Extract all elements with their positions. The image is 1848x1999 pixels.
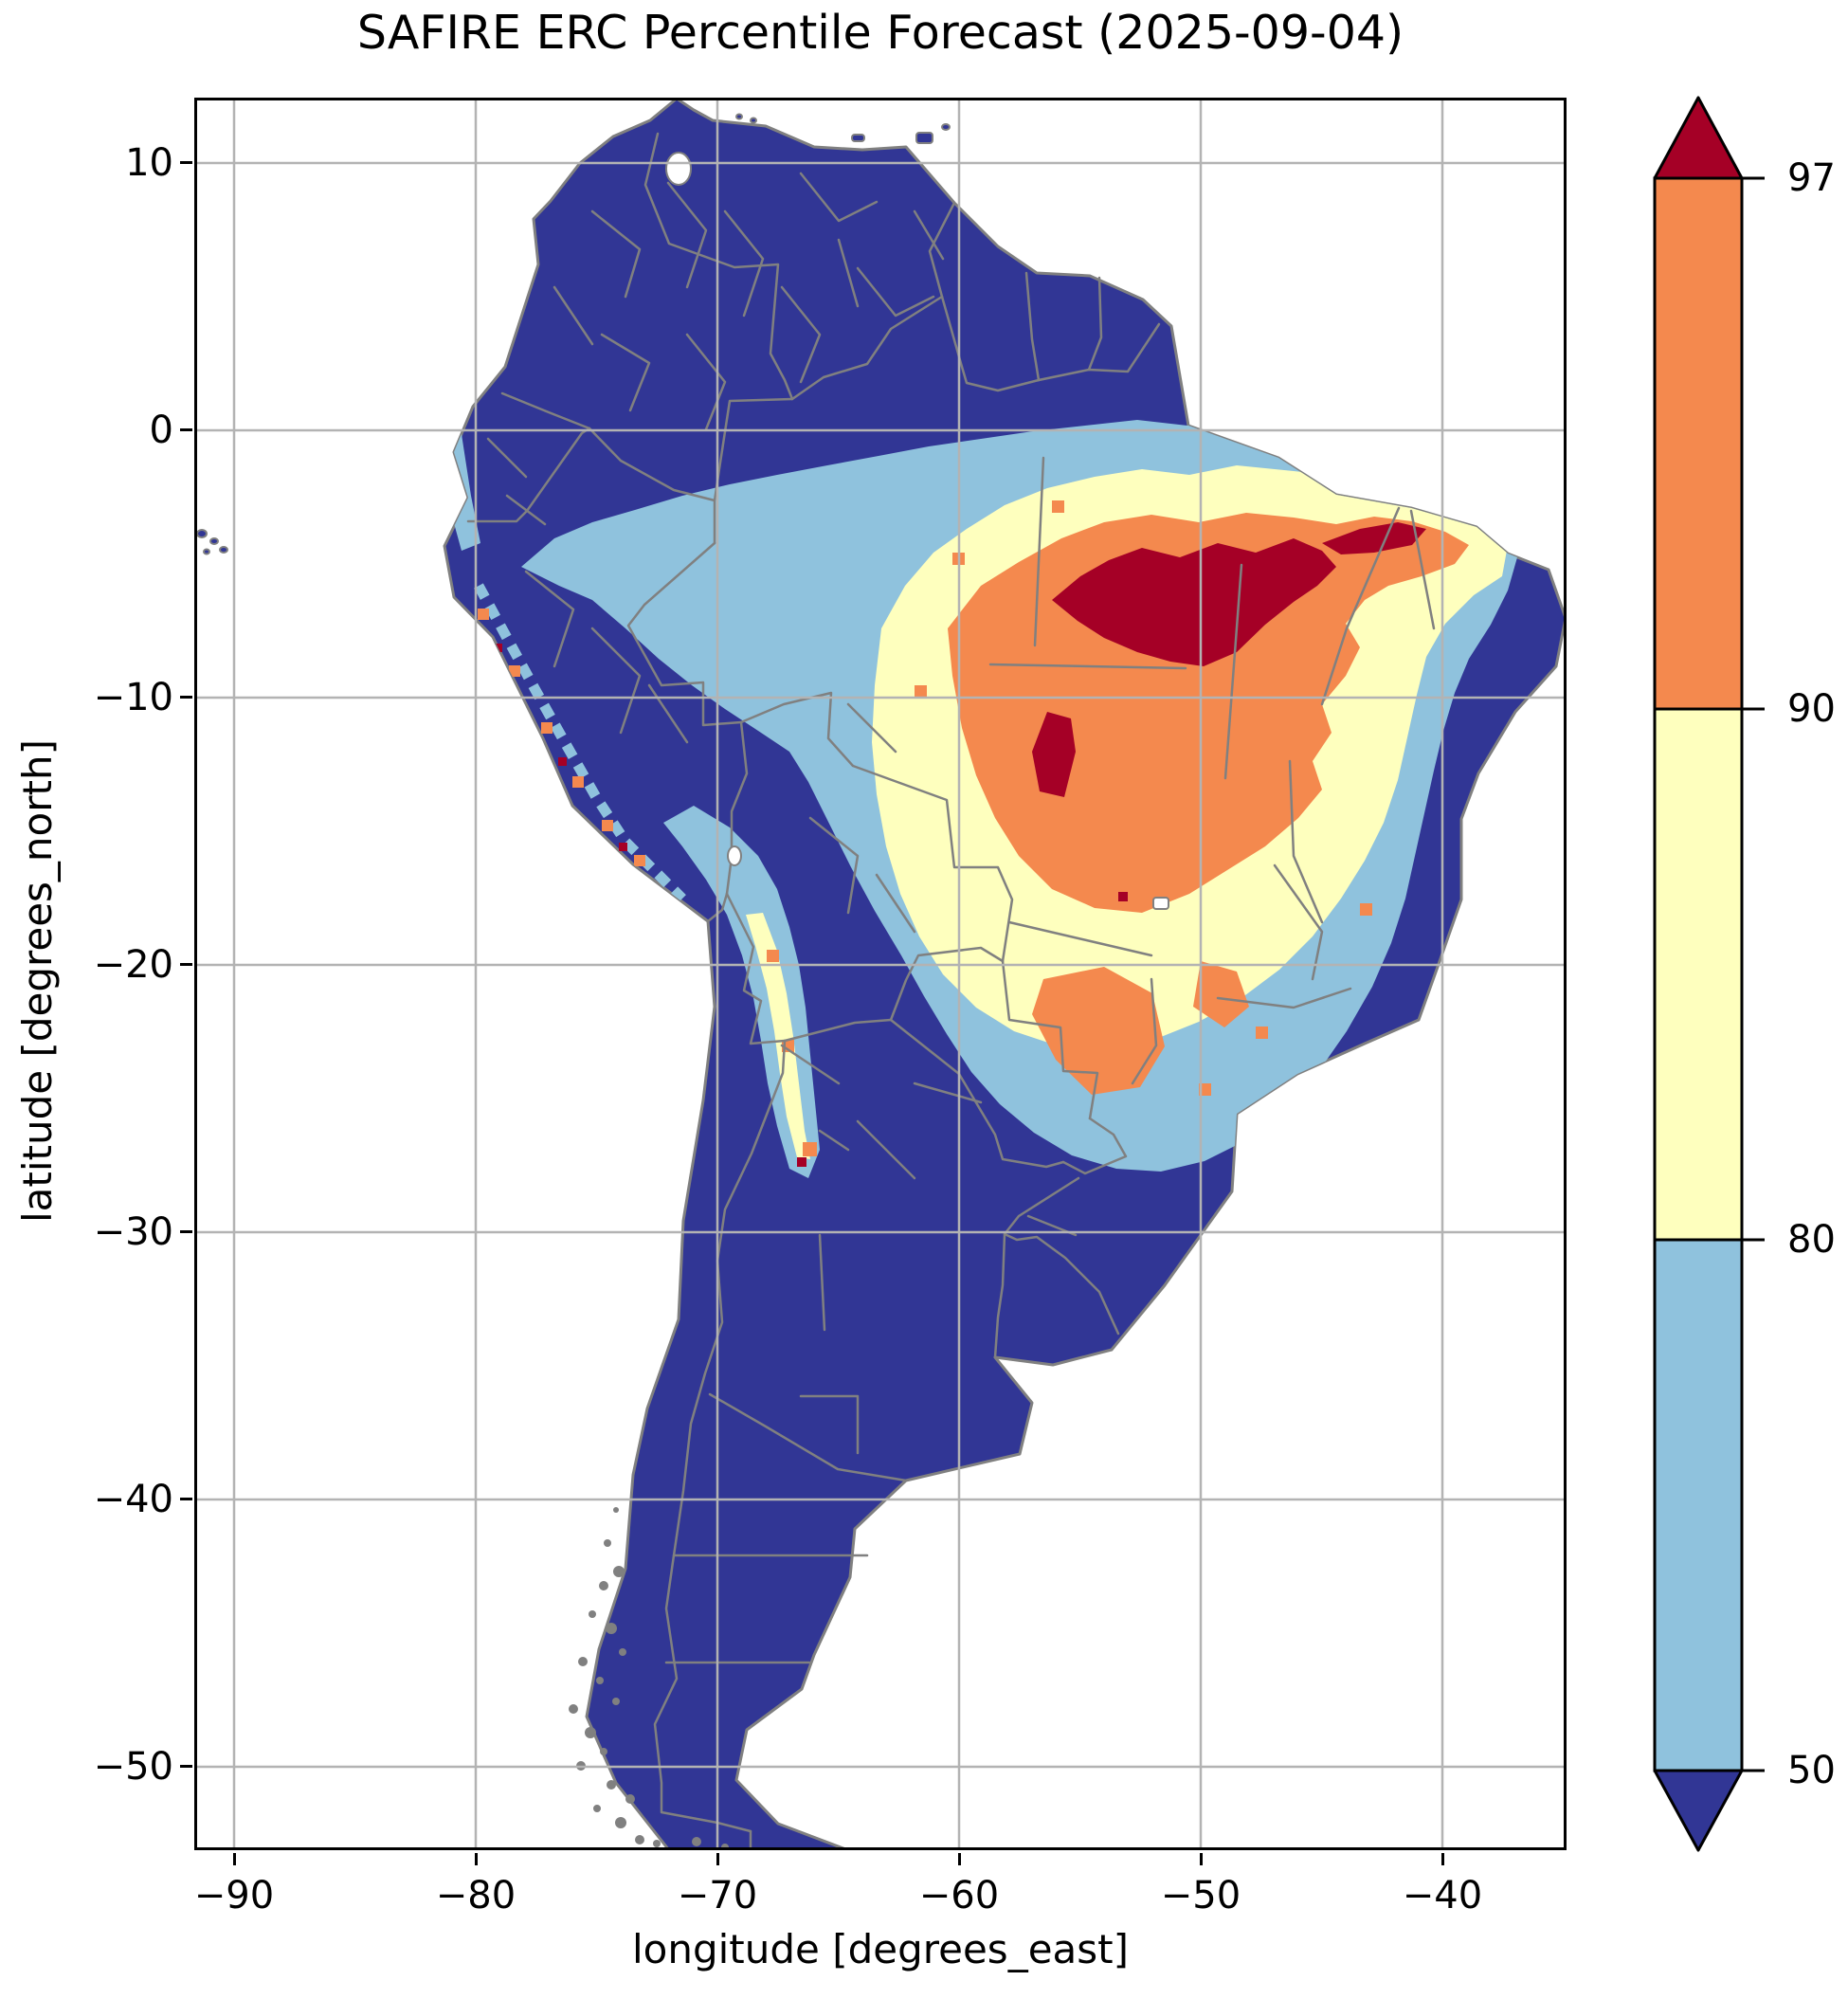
y-tick-label: 10 xyxy=(125,141,173,185)
percentile-raster xyxy=(444,418,1532,1178)
admin-boundaries xyxy=(466,132,1436,1850)
colorbar-segment-90-97 xyxy=(1653,176,1744,711)
y-tick-label: −10 xyxy=(93,676,173,719)
y-tick xyxy=(180,1230,192,1233)
y-tick-label: −40 xyxy=(93,1478,173,1521)
x-tick-label: −90 xyxy=(193,1874,275,1917)
class-over-97 xyxy=(494,522,1426,1167)
x-tick xyxy=(1441,1853,1444,1865)
colorbar-tick-label: 80 xyxy=(1787,1218,1836,1262)
y-tick xyxy=(180,1498,192,1500)
x-tick-label: −70 xyxy=(677,1874,758,1917)
y-tick-label: −20 xyxy=(93,943,173,987)
colorbar-tick-label: 50 xyxy=(1787,1749,1836,1792)
colorbar-segment-80-90 xyxy=(1653,707,1744,1242)
page-title: SAFIRE ERC Percentile Forecast (2025-09-… xyxy=(356,6,1404,60)
y-tick xyxy=(180,696,192,699)
y-tick-label: −50 xyxy=(93,1745,173,1789)
colorbar xyxy=(1653,96,1765,1852)
x-tick xyxy=(958,1853,961,1865)
x-tick-label: −50 xyxy=(1160,1874,1241,1917)
x-tick xyxy=(475,1853,478,1865)
y-tick-label: 0 xyxy=(149,409,173,452)
colorbar-extend-min xyxy=(1653,1769,1744,1852)
x-tick xyxy=(233,1853,236,1865)
islands-and-fjords xyxy=(196,113,951,1850)
colorbar-tick-label: 90 xyxy=(1787,687,1836,731)
x-axis-label: longitude [degrees_east] xyxy=(631,1926,1129,1972)
x-tick-label: −60 xyxy=(918,1874,1000,1917)
gridlines xyxy=(194,98,1567,1850)
y-tick xyxy=(180,1765,192,1768)
colorbar-tick-label: 97 xyxy=(1787,156,1836,200)
y-tick xyxy=(180,963,192,966)
y-tick-label: −30 xyxy=(93,1210,173,1254)
colorbar-extend-max xyxy=(1653,96,1744,180)
y-tick xyxy=(180,428,192,431)
map-canvas xyxy=(194,98,1567,1850)
plot-frame xyxy=(194,98,1567,1850)
x-tick xyxy=(716,1853,719,1865)
x-tick xyxy=(1200,1853,1203,1865)
colorbar-ticks xyxy=(1742,176,1765,1772)
x-tick-label: −40 xyxy=(1402,1874,1483,1917)
x-tick-label: −80 xyxy=(435,1874,516,1917)
y-tick xyxy=(180,161,192,164)
colorbar-segment-50-80 xyxy=(1653,1238,1744,1772)
y-axis-label: latitude [degrees_north] xyxy=(14,739,61,1223)
lakes xyxy=(665,152,1169,910)
